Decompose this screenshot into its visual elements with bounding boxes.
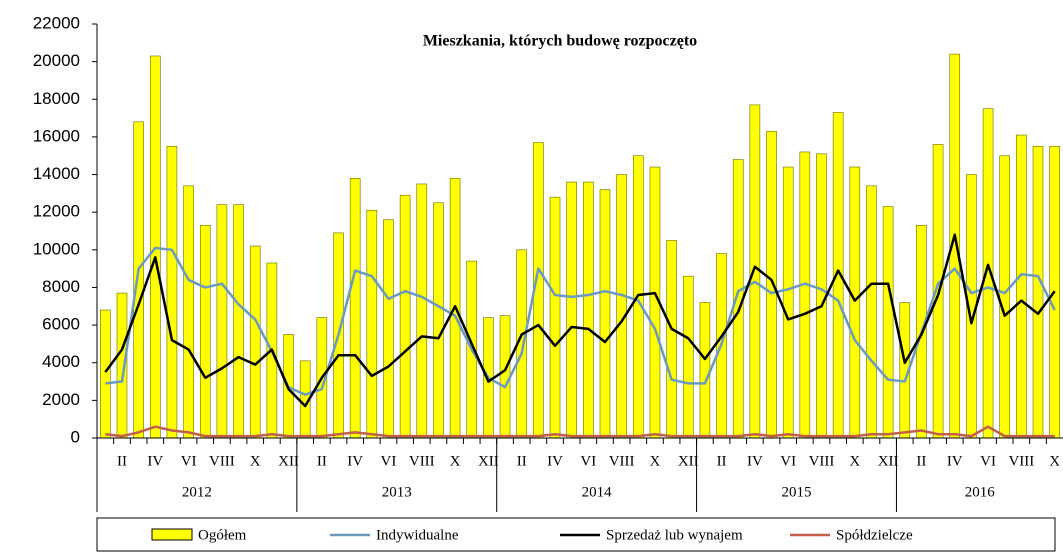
bar bbox=[366, 210, 378, 439]
y-tick-label: 10000 bbox=[33, 239, 80, 258]
x-tick-label: IV bbox=[747, 453, 763, 469]
bar bbox=[1016, 134, 1027, 439]
bar bbox=[999, 155, 1011, 439]
bar bbox=[433, 202, 444, 439]
x-tick-label: XII bbox=[878, 453, 899, 469]
y-tick-label: 4000 bbox=[42, 352, 80, 371]
bar bbox=[849, 166, 861, 439]
bar bbox=[216, 204, 228, 439]
x-tick-label: IV bbox=[947, 453, 963, 469]
line bbox=[105, 425, 1055, 438]
bar bbox=[249, 245, 261, 439]
y-tick-label: 0 bbox=[71, 427, 80, 446]
x-tick-label: VI bbox=[780, 453, 796, 469]
year-label: 2016 bbox=[965, 484, 996, 500]
x-tick-label: II bbox=[717, 453, 727, 469]
bar bbox=[666, 240, 677, 439]
legend-label: Spółdzielcze bbox=[836, 527, 913, 543]
bar bbox=[233, 204, 244, 439]
x-tick-label: XII bbox=[478, 453, 499, 469]
x-tick-label: II bbox=[517, 453, 527, 469]
bar bbox=[1032, 146, 1044, 439]
y-tick-label: 16000 bbox=[33, 126, 80, 145]
bar bbox=[699, 302, 711, 439]
bar bbox=[100, 309, 111, 439]
x-tick-label: IV bbox=[147, 453, 163, 469]
bar bbox=[782, 166, 794, 439]
x-tick-label: XII bbox=[678, 453, 699, 469]
x-tick-label: VIII bbox=[409, 453, 435, 469]
y-tick-label: 8000 bbox=[42, 277, 80, 296]
x-tick-label: X bbox=[849, 453, 860, 469]
x-tick-label: VI bbox=[181, 453, 197, 469]
bar bbox=[599, 189, 611, 439]
bar bbox=[133, 121, 144, 439]
y-tick-label: 2000 bbox=[42, 390, 80, 409]
chart-title: Mieszkania, których budowę rozpoczęto bbox=[423, 33, 697, 50]
year-label: 2013 bbox=[382, 484, 412, 500]
x-tick-label: XII bbox=[278, 453, 299, 469]
bar bbox=[866, 185, 877, 439]
bar bbox=[499, 315, 511, 439]
x-tick-label: VIII bbox=[209, 453, 235, 469]
x-tick-label: VI bbox=[381, 453, 397, 469]
bar bbox=[766, 130, 777, 439]
year-label: 2012 bbox=[182, 484, 212, 500]
y-tick-label: 18000 bbox=[33, 89, 80, 108]
bar bbox=[682, 275, 694, 439]
bar bbox=[183, 185, 194, 439]
x-tick-label: II bbox=[317, 453, 327, 469]
bar bbox=[799, 151, 811, 439]
bar bbox=[583, 181, 594, 439]
x-tick-label: VI bbox=[980, 453, 996, 469]
bar bbox=[749, 104, 761, 439]
bar bbox=[199, 225, 211, 439]
bar bbox=[399, 194, 411, 439]
x-tick-label: IV bbox=[347, 453, 363, 469]
year-label: 2014 bbox=[582, 484, 613, 500]
x-tick-label: VIII bbox=[809, 453, 835, 469]
legend-label: Indywidualne bbox=[376, 527, 459, 543]
x-tick-label: II bbox=[117, 453, 127, 469]
line bbox=[104, 233, 1056, 408]
legend-swatch bbox=[151, 528, 193, 541]
year-label: 2015 bbox=[782, 484, 812, 500]
x-tick-label: VIII bbox=[609, 453, 635, 469]
y-tick-label: 20000 bbox=[33, 51, 80, 70]
y-tick-label: 6000 bbox=[42, 315, 80, 334]
line bbox=[105, 246, 1056, 396]
legend-label: Sprzedaż lub wynajem bbox=[606, 527, 743, 543]
bar bbox=[549, 196, 561, 439]
x-tick-label: X bbox=[650, 453, 661, 469]
x-tick-label: X bbox=[250, 453, 261, 469]
y-tick-label: 14000 bbox=[33, 164, 80, 183]
x-tick-label: VIII bbox=[1008, 453, 1034, 469]
bar bbox=[383, 219, 394, 439]
x-tick-label: VI bbox=[580, 453, 596, 469]
x-tick-label: IV bbox=[547, 453, 563, 469]
bar bbox=[416, 183, 428, 439]
y-tick-label: 22000 bbox=[33, 13, 80, 32]
bar bbox=[566, 181, 577, 439]
x-tick-label: X bbox=[450, 453, 461, 469]
x-tick-label: X bbox=[1049, 453, 1060, 469]
bar bbox=[882, 206, 894, 439]
bar bbox=[349, 178, 361, 439]
legend bbox=[96, 517, 1056, 552]
y-tick-label: 12000 bbox=[33, 202, 80, 221]
bar bbox=[616, 174, 627, 439]
x-tick-label: II bbox=[916, 453, 926, 469]
legend-label: Ogółem bbox=[198, 527, 247, 543]
bar bbox=[166, 146, 178, 439]
